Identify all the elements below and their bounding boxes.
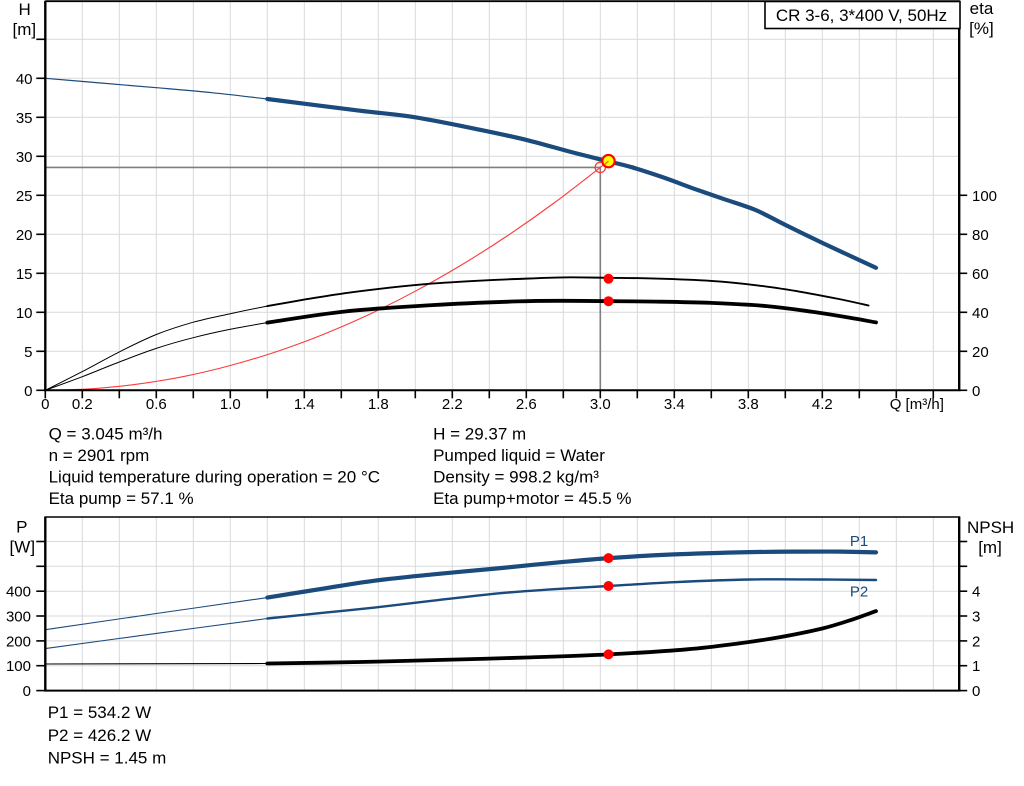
svg-text:10: 10 xyxy=(16,305,33,322)
svg-text:60: 60 xyxy=(972,266,989,283)
svg-text:1.8: 1.8 xyxy=(368,396,389,413)
svg-text:0: 0 xyxy=(23,683,31,700)
svg-text:[m]: [m] xyxy=(978,538,1002,557)
svg-text:3.8: 3.8 xyxy=(738,396,759,413)
svg-text:1: 1 xyxy=(972,658,980,675)
svg-text:Eta pump = 57.1 %: Eta pump = 57.1 % xyxy=(49,489,194,508)
svg-text:n = 2901 rpm: n = 2901 rpm xyxy=(49,446,150,465)
svg-text:P1 = 534.2 W: P1 = 534.2 W xyxy=(48,703,151,722)
svg-text:400: 400 xyxy=(6,584,31,601)
svg-text:Q = 3.045 m³/h: Q = 3.045 m³/h xyxy=(49,425,163,444)
svg-text:100: 100 xyxy=(6,658,31,675)
svg-text:5: 5 xyxy=(24,344,32,361)
svg-text:2.6: 2.6 xyxy=(516,396,537,413)
svg-text:0: 0 xyxy=(972,383,980,400)
svg-text:3.0: 3.0 xyxy=(590,396,611,413)
svg-text:4: 4 xyxy=(972,584,980,601)
svg-text:40: 40 xyxy=(16,71,33,88)
svg-text:P2 = 426.2 W: P2 = 426.2 W xyxy=(48,726,151,745)
svg-text:3.4: 3.4 xyxy=(664,396,685,413)
svg-text:[W]: [W] xyxy=(10,537,36,556)
svg-text:0: 0 xyxy=(41,396,49,413)
svg-text:200: 200 xyxy=(6,633,31,650)
svg-text:CR 3-6, 3*400 V, 50Hz: CR 3-6, 3*400 V, 50Hz xyxy=(776,6,947,25)
svg-text:40: 40 xyxy=(972,305,989,322)
svg-text:1.4: 1.4 xyxy=(294,396,315,413)
svg-text:Eta pump+motor = 45.5 %: Eta pump+motor = 45.5 % xyxy=(433,489,631,508)
svg-text:0.2: 0.2 xyxy=(72,396,93,413)
svg-text:3: 3 xyxy=(972,609,980,626)
svg-text:1.0: 1.0 xyxy=(220,396,241,413)
svg-text:0.6: 0.6 xyxy=(146,396,167,413)
svg-text:30: 30 xyxy=(16,149,33,166)
svg-text:NPSH = 1.45 m: NPSH = 1.45 m xyxy=(48,749,167,768)
svg-text:Density = 998.2 kg/m³: Density = 998.2 kg/m³ xyxy=(433,468,599,487)
svg-text:100: 100 xyxy=(972,188,997,205)
svg-text:300: 300 xyxy=(6,609,31,626)
svg-text:Q [m³/h]: Q [m³/h] xyxy=(890,396,944,413)
svg-text:80: 80 xyxy=(972,227,989,244)
svg-text:35: 35 xyxy=(16,110,33,127)
svg-text:20: 20 xyxy=(972,344,989,361)
svg-text:eta: eta xyxy=(970,0,994,18)
svg-text:H: H xyxy=(19,0,31,19)
svg-text:2.2: 2.2 xyxy=(442,396,463,413)
svg-text:0: 0 xyxy=(24,383,32,400)
svg-text:15: 15 xyxy=(16,266,33,283)
svg-text:Liquid temperature during oper: Liquid temperature during operation = 20… xyxy=(49,468,380,487)
svg-text:H = 29.37 m: H = 29.37 m xyxy=(433,425,526,444)
svg-text:P: P xyxy=(16,518,27,537)
svg-text:P1: P1 xyxy=(850,533,868,550)
svg-text:20: 20 xyxy=(16,227,33,244)
svg-text:0: 0 xyxy=(972,683,980,700)
svg-text:NPSH: NPSH xyxy=(967,518,1014,537)
svg-text:4.2: 4.2 xyxy=(812,396,833,413)
svg-text:2: 2 xyxy=(972,633,980,650)
svg-text:25: 25 xyxy=(16,188,33,205)
svg-text:P2: P2 xyxy=(850,584,868,601)
svg-text:Pumped liquid = Water: Pumped liquid = Water xyxy=(433,446,605,465)
svg-text:[%]: [%] xyxy=(969,19,994,38)
svg-text:[m]: [m] xyxy=(12,20,36,39)
